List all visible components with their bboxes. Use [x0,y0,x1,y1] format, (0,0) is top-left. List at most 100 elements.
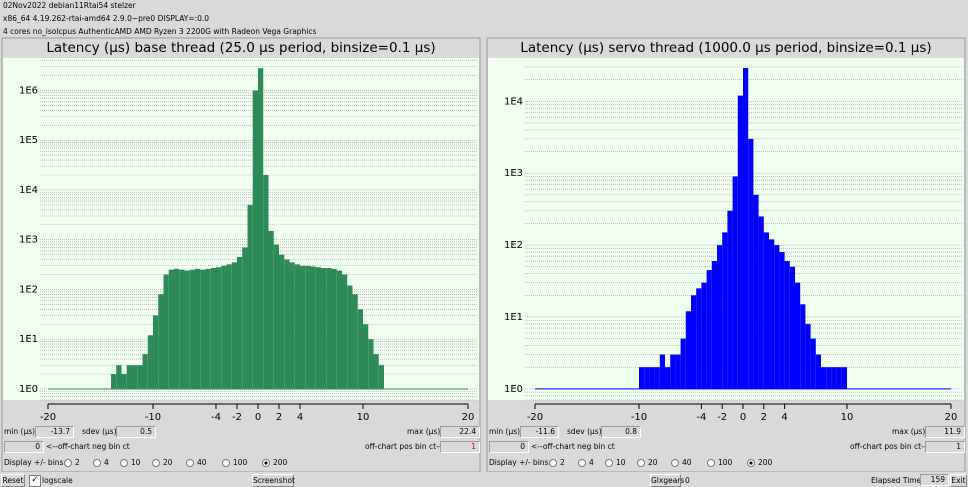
x-tick-label: 0 [740,412,746,423]
histogram-bar [336,270,342,389]
histogram-bar [665,367,671,389]
histogram-bar [706,270,712,389]
y-tick-label: 1E0 [19,384,38,395]
histogram-bar [226,264,232,389]
bin-option: 4 [104,458,109,467]
histogram-bar [147,335,153,389]
histogram-bar [294,264,300,389]
bin-radio[interactable] [637,459,645,467]
bin-radio[interactable] [549,459,557,467]
x-tick-label: -2 [717,412,727,423]
histogram-bar [722,232,728,389]
histogram-bar [111,373,117,389]
histogram-bar [357,309,363,389]
histogram-bar [753,194,759,389]
histogram-bar [221,265,227,389]
histogram-bar [800,304,806,389]
y-tick-label: 1E1 [19,334,38,345]
stat-value: -13.7 [35,426,74,438]
bin-option: 40 [682,458,692,467]
bin-radio[interactable] [93,459,101,467]
count-value: 1 [440,441,480,453]
bin-radio[interactable] [707,459,715,467]
histogram-bar [836,367,842,389]
histogram-bar [831,367,837,389]
histogram-bar [126,365,132,389]
histogram-bar [654,367,660,389]
histogram-bar [263,175,269,389]
y-tick-label: 1E2 [19,284,38,295]
y-tick-label: 1E4 [504,96,523,107]
screenshot-button[interactable]: Screenshot [252,474,295,487]
bin-radio[interactable] [152,459,160,467]
y-tick-label: 1E3 [19,235,38,246]
y-tick-label: 1E0 [504,384,523,395]
histogram-bar [116,365,122,389]
histogram-bar [717,245,723,389]
x-tick-label: -4 [696,412,706,423]
histogram-bar [200,269,206,389]
bin-option: 2 [75,458,80,467]
bin-radio[interactable] [186,459,194,467]
histogram-bar [195,268,201,389]
histogram-bar [810,338,816,389]
bin-radio[interactable] [120,459,128,467]
header-line: x86_64 4.19.262-rtai-amd64 2.9.0~pre0 DI… [3,14,210,23]
histogram-bar [247,204,253,389]
logscale-checkbox[interactable]: ✓ [29,475,41,487]
histogram-bar [639,367,645,389]
bin-radio[interactable] [671,459,679,467]
x-tick-label: 4 [297,412,303,423]
bin-radio[interactable] [578,459,586,467]
histogram-bar [732,176,738,389]
histogram-bar [289,262,295,389]
histogram-bar [321,268,327,389]
histogram-bar [168,269,174,389]
exit-button[interactable]: Exit [950,474,967,487]
bin-radio[interactable] [222,459,230,467]
bin-radio[interactable] [262,459,270,467]
bin-option: 4 [589,458,594,467]
y-tick-label: 1E1 [504,312,523,323]
histogram-bar [769,239,775,389]
bin-option: 40 [197,458,207,467]
histogram-bar [701,282,707,389]
stat-label: min (µs) [4,427,36,436]
bin-radio[interactable] [605,459,613,467]
histogram-bar [758,216,764,389]
chart-title: Latency (µs) servo thread (1000.0 µs per… [520,40,931,56]
glx-count: 0 [685,476,690,485]
header-line: 02Nov2022 debian11Rtai54 stelzer [3,1,136,10]
x-tick-label: 2 [761,412,767,423]
histogram-bar [743,68,749,389]
y-tick-label: 1E4 [19,185,38,196]
elapsed-value: 159 [920,474,949,486]
count-label: <--off-chart neg bin ct [531,442,615,451]
y-tick-label: 1E3 [504,168,523,179]
bin-radio[interactable] [64,459,72,467]
histogram-bar [789,266,795,389]
bin-option: 100 [718,458,733,467]
stat-value: 0.5 [116,426,156,438]
x-tick-label: 4 [781,412,787,423]
histogram-bar [841,367,847,389]
histogram-bar [815,354,821,389]
histogram-bar [347,285,353,389]
histogram-bar [774,245,780,389]
chart-title: Latency (µs) base thread (25.0 µs period… [46,40,435,56]
bin-option: 10 [131,458,141,467]
histogram-bar [696,288,702,389]
x-tick-label: 20 [462,412,475,423]
glxgears-button[interactable]: Glxgears [650,474,685,487]
histogram-bar [685,311,691,389]
histogram-bar [315,267,321,389]
y-tick-label: 1E2 [504,240,523,251]
reset-button[interactable]: Reset [1,474,25,487]
bin-option: 200 [758,458,773,467]
histogram-bar [326,268,332,389]
histogram-bar [189,269,195,389]
histogram-bar [711,261,717,389]
bins-label: Display +/- bins: [489,458,551,467]
bin-radio[interactable] [747,459,755,467]
